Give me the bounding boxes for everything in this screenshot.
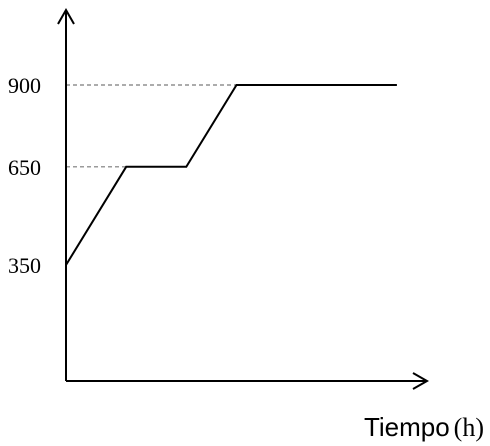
x-axis-arrow <box>412 372 430 390</box>
x-axis-label: Tiempo (h) <box>364 412 484 442</box>
y-axis-arrow <box>57 7 75 25</box>
y-tick-label-650: 650 <box>8 155 41 180</box>
series-group <box>65 84 397 266</box>
x-axis-label-unit: (h) <box>454 413 484 442</box>
series-line <box>65 84 397 266</box>
y-tick-label-350: 350 <box>8 253 41 278</box>
y-tick-labels: 350 650 900 <box>8 73 41 278</box>
y-tick-label-900: 900 <box>8 73 41 98</box>
x-axis-label-word: Tiempo <box>364 412 450 442</box>
reference-lines <box>66 84 237 168</box>
axes <box>57 7 430 390</box>
